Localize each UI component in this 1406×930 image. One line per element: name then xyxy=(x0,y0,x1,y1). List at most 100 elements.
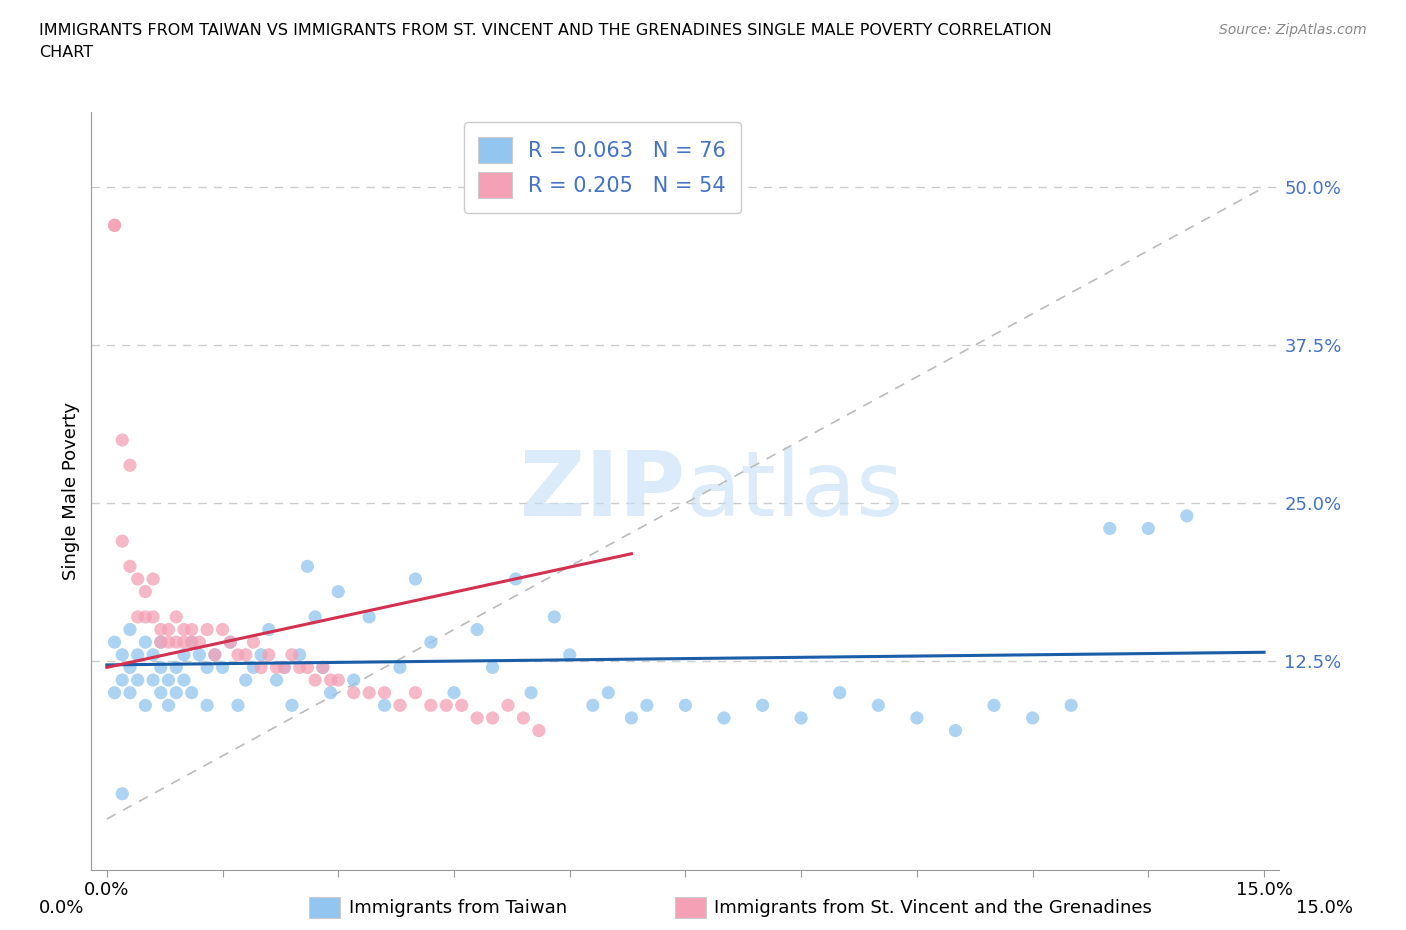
Point xyxy=(388,698,411,712)
Point xyxy=(118,622,141,637)
Point xyxy=(328,584,350,599)
Point xyxy=(118,685,141,700)
Point xyxy=(142,572,165,587)
Point xyxy=(111,432,134,447)
Point xyxy=(512,711,534,725)
Point xyxy=(288,660,311,675)
Point xyxy=(713,711,735,725)
Point xyxy=(598,685,620,700)
Point xyxy=(211,660,233,675)
Point xyxy=(404,685,426,700)
Point xyxy=(127,572,149,587)
Point xyxy=(165,609,187,624)
Point xyxy=(273,660,295,675)
Point xyxy=(481,711,503,725)
Point xyxy=(103,218,125,232)
Point xyxy=(149,622,172,637)
Point xyxy=(173,622,195,637)
Text: 15.0%: 15.0% xyxy=(1295,898,1353,917)
Point xyxy=(157,622,180,637)
Point xyxy=(180,622,202,637)
Point xyxy=(983,698,1005,712)
Point xyxy=(1175,509,1198,524)
Point xyxy=(751,698,773,712)
Point xyxy=(465,711,488,725)
Point xyxy=(790,711,813,725)
Point xyxy=(134,698,156,712)
Point xyxy=(173,634,195,649)
Point xyxy=(558,647,581,662)
Point xyxy=(219,634,242,649)
Point xyxy=(257,622,280,637)
Point xyxy=(297,559,319,574)
Point xyxy=(328,672,350,687)
Text: IMMIGRANTS FROM TAIWAN VS IMMIGRANTS FROM ST. VINCENT AND THE GRENADINES SINGLE : IMMIGRANTS FROM TAIWAN VS IMMIGRANTS FRO… xyxy=(39,23,1052,38)
Point xyxy=(304,609,326,624)
Point xyxy=(226,698,249,712)
Point xyxy=(266,672,288,687)
Point xyxy=(319,685,342,700)
Point xyxy=(673,698,696,712)
Point xyxy=(374,698,396,712)
Point xyxy=(180,634,202,649)
Point xyxy=(157,634,180,649)
Point xyxy=(266,660,288,675)
Point xyxy=(582,698,605,712)
Text: Source: ZipAtlas.com: Source: ZipAtlas.com xyxy=(1219,23,1367,37)
Point xyxy=(257,647,280,662)
Point xyxy=(165,685,187,700)
Text: ZIP: ZIP xyxy=(520,446,685,535)
Point xyxy=(180,685,202,700)
Point xyxy=(118,660,141,675)
Point xyxy=(1021,711,1043,725)
Point xyxy=(149,660,172,675)
Point xyxy=(226,647,249,662)
Point xyxy=(195,660,218,675)
Point xyxy=(103,218,125,232)
Point xyxy=(419,634,441,649)
Point xyxy=(195,622,218,637)
Point xyxy=(520,685,543,700)
Point xyxy=(527,724,550,738)
Point xyxy=(1137,521,1160,536)
Text: CHART: CHART xyxy=(39,45,93,60)
Point xyxy=(118,559,141,574)
Point xyxy=(235,672,257,687)
Text: atlas: atlas xyxy=(685,446,904,535)
Point xyxy=(127,647,149,662)
Y-axis label: Single Male Poverty: Single Male Poverty xyxy=(62,402,80,579)
Point xyxy=(103,634,125,649)
Point xyxy=(481,660,503,675)
Text: 0.0%: 0.0% xyxy=(39,898,84,917)
Point xyxy=(312,660,335,675)
Point xyxy=(134,634,156,649)
Point xyxy=(288,647,311,662)
Point xyxy=(157,698,180,712)
Point xyxy=(620,711,643,725)
Point xyxy=(443,685,465,700)
Point xyxy=(505,572,527,587)
Point xyxy=(250,647,273,662)
Point xyxy=(281,647,304,662)
Legend: R = 0.063   N = 76, R = 0.205   N = 54: R = 0.063 N = 76, R = 0.205 N = 54 xyxy=(464,122,741,213)
Point xyxy=(312,660,335,675)
Point xyxy=(359,685,381,700)
Point xyxy=(359,609,381,624)
Point xyxy=(127,672,149,687)
Point xyxy=(450,698,472,712)
Point xyxy=(419,698,441,712)
Point xyxy=(273,660,295,675)
Point xyxy=(297,660,319,675)
Point xyxy=(304,672,326,687)
Point xyxy=(111,672,134,687)
Point xyxy=(343,672,366,687)
Point xyxy=(165,634,187,649)
Point xyxy=(142,672,165,687)
Point xyxy=(388,660,411,675)
Point xyxy=(134,609,156,624)
Point xyxy=(188,634,211,649)
Point xyxy=(1098,521,1121,536)
Point xyxy=(219,634,242,649)
Point xyxy=(250,660,273,675)
Point xyxy=(142,609,165,624)
